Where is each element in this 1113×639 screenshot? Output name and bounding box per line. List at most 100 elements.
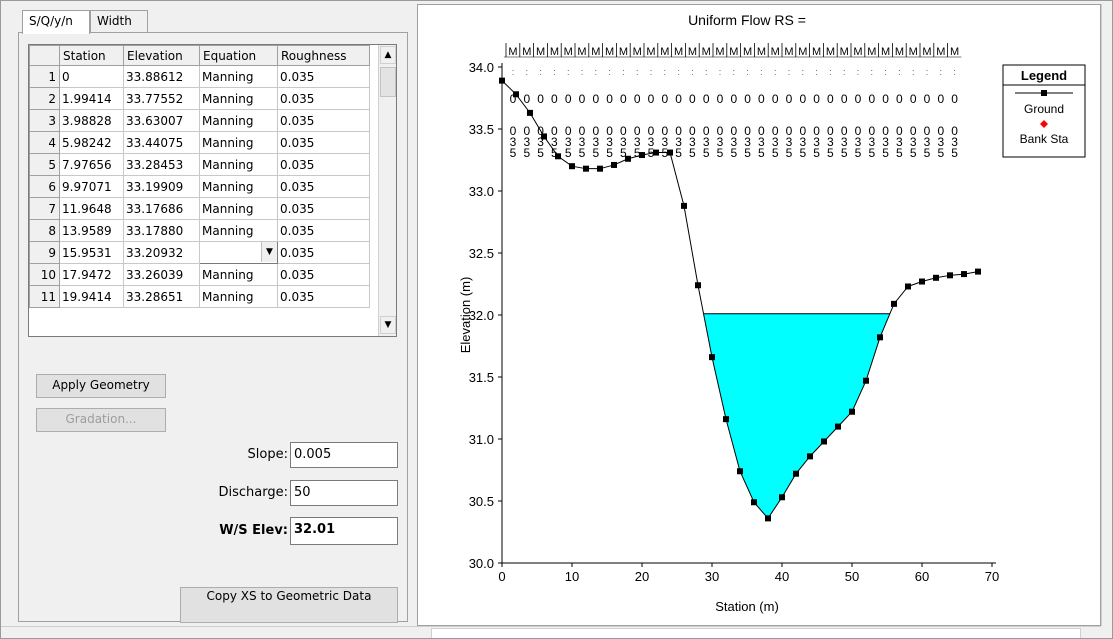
n-value-digit: 3 [551, 135, 558, 149]
roughness-cell[interactable]: 0.035 [277, 175, 370, 198]
roughness-cell[interactable]: 0.035 [277, 109, 370, 132]
ground-point [737, 468, 743, 475]
table-row[interactable]: 3 3.98828 33.63007 Manning 0.035 [29, 109, 370, 132]
n-value-digit: 5 [717, 146, 724, 160]
equation-cell[interactable]: Manning [199, 65, 278, 88]
manning-m-label: M [950, 46, 959, 58]
elevation-cell[interactable]: 33.28453 [123, 153, 200, 176]
dot-marker: : [884, 67, 887, 77]
table-row[interactable]: 7 11.9648 33.17686 Manning 0.035 [29, 197, 370, 220]
table-row[interactable]: 6 9.97071 33.19909 Manning 0.035 [29, 175, 370, 198]
plot-horizontal-scrollbar[interactable] [417, 626, 1101, 639]
col-header-elevation[interactable]: Elevation [123, 45, 200, 66]
equation-cell[interactable]: Manning [199, 285, 278, 308]
grid-vertical-scrollbar[interactable]: ▲ ▼ [378, 45, 396, 336]
col-header-roughness[interactable]: Roughness [277, 45, 370, 66]
station-cell[interactable]: 13.9589 [59, 219, 124, 242]
scroll-track[interactable] [431, 628, 1081, 639]
manning-m-label: M [619, 46, 628, 58]
equation-cell[interactable]: Manning [199, 263, 278, 286]
elevation-cell[interactable]: 33.26039 [123, 263, 200, 286]
ground-point [639, 152, 645, 159]
equation-cell[interactable]: Manning [199, 109, 278, 132]
elevation-cell[interactable]: 33.28651 [123, 285, 200, 308]
table-row[interactable]: 9 15.9531 33.20932 ▼ 0.035 [29, 241, 370, 264]
equation-cell[interactable]: Manning [199, 197, 278, 220]
n-value-digit: 0 [510, 124, 517, 138]
station-cell[interactable]: 7.97656 [59, 153, 124, 176]
station-cell[interactable]: 3.98828 [59, 109, 124, 132]
elevation-cell[interactable]: 33.77552 [123, 87, 200, 110]
col-header-station[interactable]: Station [59, 45, 124, 66]
table-row[interactable]: 4 5.98242 33.44075 Manning 0.035 [29, 131, 370, 154]
roughness-cell[interactable]: 0.035 [277, 241, 370, 264]
legend-title: Legend [1021, 68, 1067, 83]
discharge-input[interactable]: 50 [290, 480, 398, 506]
roughness-cell[interactable]: 0.035 [277, 197, 370, 220]
equation-cell[interactable]: Manning [199, 219, 278, 242]
ground-point [905, 283, 911, 290]
table-row[interactable]: 2 1.99414 33.77552 Manning 0.035 [29, 87, 370, 110]
n-value-digit: 3 [703, 135, 710, 149]
n-value-digit: 0 [565, 124, 572, 138]
x-tick-label: 10 [565, 569, 579, 584]
roughness-cell[interactable]: 0.035 [277, 131, 370, 154]
elevation-cell[interactable]: 33.44075 [123, 131, 200, 154]
station-cell[interactable]: 0 [59, 65, 124, 88]
cross-section-plot: Uniform Flow RS = 30.0 30.5 31.0 31.5 32.0 32.… [458, 12, 1086, 614]
station-cell[interactable]: 19.9414 [59, 285, 124, 308]
roughness-cell[interactable]: 0.035 [277, 87, 370, 110]
plot-vertical-scrollbar[interactable] [1101, 4, 1113, 626]
n-value-label: 0 [896, 92, 903, 106]
apply-geometry-button[interactable]: Apply Geometry [36, 374, 166, 398]
equation-dropdown[interactable]: ▼ [199, 241, 278, 264]
elevation-cell[interactable]: 33.19909 [123, 175, 200, 198]
roughness-cell[interactable]: 0.035 [277, 65, 370, 88]
col-header-rownum [29, 45, 60, 66]
tab-sqyn[interactable]: S/Q/y/n [22, 10, 90, 34]
elevation-cell[interactable]: 33.17686 [123, 197, 200, 220]
scroll-thumb[interactable] [380, 67, 396, 97]
elevation-cell[interactable]: 33.88612 [123, 65, 200, 88]
n-value-digit: 3 [924, 135, 931, 149]
elevation-cell[interactable]: 33.63007 [123, 109, 200, 132]
n-value-label: 0 [592, 92, 599, 106]
station-cell[interactable]: 11.9648 [59, 197, 124, 220]
n-value-digit: 0 [910, 124, 917, 138]
station-cell[interactable]: 15.9531 [59, 241, 124, 264]
table-row[interactable]: 8 13.9589 33.17880 Manning 0.035 [29, 219, 370, 242]
station-cell[interactable]: 17.9472 [59, 263, 124, 286]
dropdown-arrow-icon[interactable]: ▼ [261, 242, 277, 262]
roughness-cell[interactable]: 0.035 [277, 285, 370, 308]
n-value-digit: 5 [661, 146, 668, 160]
equation-cell[interactable]: Manning [199, 131, 278, 154]
roughness-cell[interactable]: 0.035 [277, 153, 370, 176]
equation-cell[interactable]: Manning [199, 87, 278, 110]
ground-point [961, 271, 967, 278]
manning-m-label: M [508, 46, 517, 58]
equation-cell[interactable]: Manning [199, 175, 278, 198]
col-header-equation[interactable]: Equation [199, 45, 278, 66]
copy-xs-to-geometric-button[interactable]: Copy XS to Geometric Data [180, 587, 398, 623]
roughness-cell[interactable]: 0.035 [277, 219, 370, 242]
elevation-cell[interactable]: 33.17880 [123, 219, 200, 242]
ground-point [653, 149, 659, 156]
elevation-cell[interactable]: 33.20932 [123, 241, 200, 264]
table-row[interactable]: 1 0 33.88612 Manning 0.035 [29, 65, 370, 88]
slope-input[interactable]: 0.005 [290, 442, 398, 468]
scroll-down-icon[interactable]: ▼ [380, 316, 396, 334]
table-row[interactable]: 10 17.9472 33.26039 Manning 0.035 [29, 263, 370, 286]
station-cell[interactable]: 1.99414 [59, 87, 124, 110]
table-row[interactable]: 11 19.9414 33.28651 Manning 0.035 [29, 285, 370, 308]
dot-marker: : [953, 67, 956, 77]
tab-width[interactable]: Width [90, 10, 148, 32]
table-row[interactable]: 5 7.97656 33.28453 Manning 0.035 [29, 153, 370, 176]
roughness-cell[interactable]: 0.035 [277, 263, 370, 286]
station-cell[interactable]: 9.97071 [59, 175, 124, 198]
n-value-digit: 5 [730, 146, 737, 160]
scroll-up-icon[interactable]: ▲ [380, 46, 396, 64]
station-cell[interactable]: 5.98242 [59, 131, 124, 154]
row-number: 11 [29, 285, 60, 308]
equation-cell[interactable]: Manning [199, 153, 278, 176]
